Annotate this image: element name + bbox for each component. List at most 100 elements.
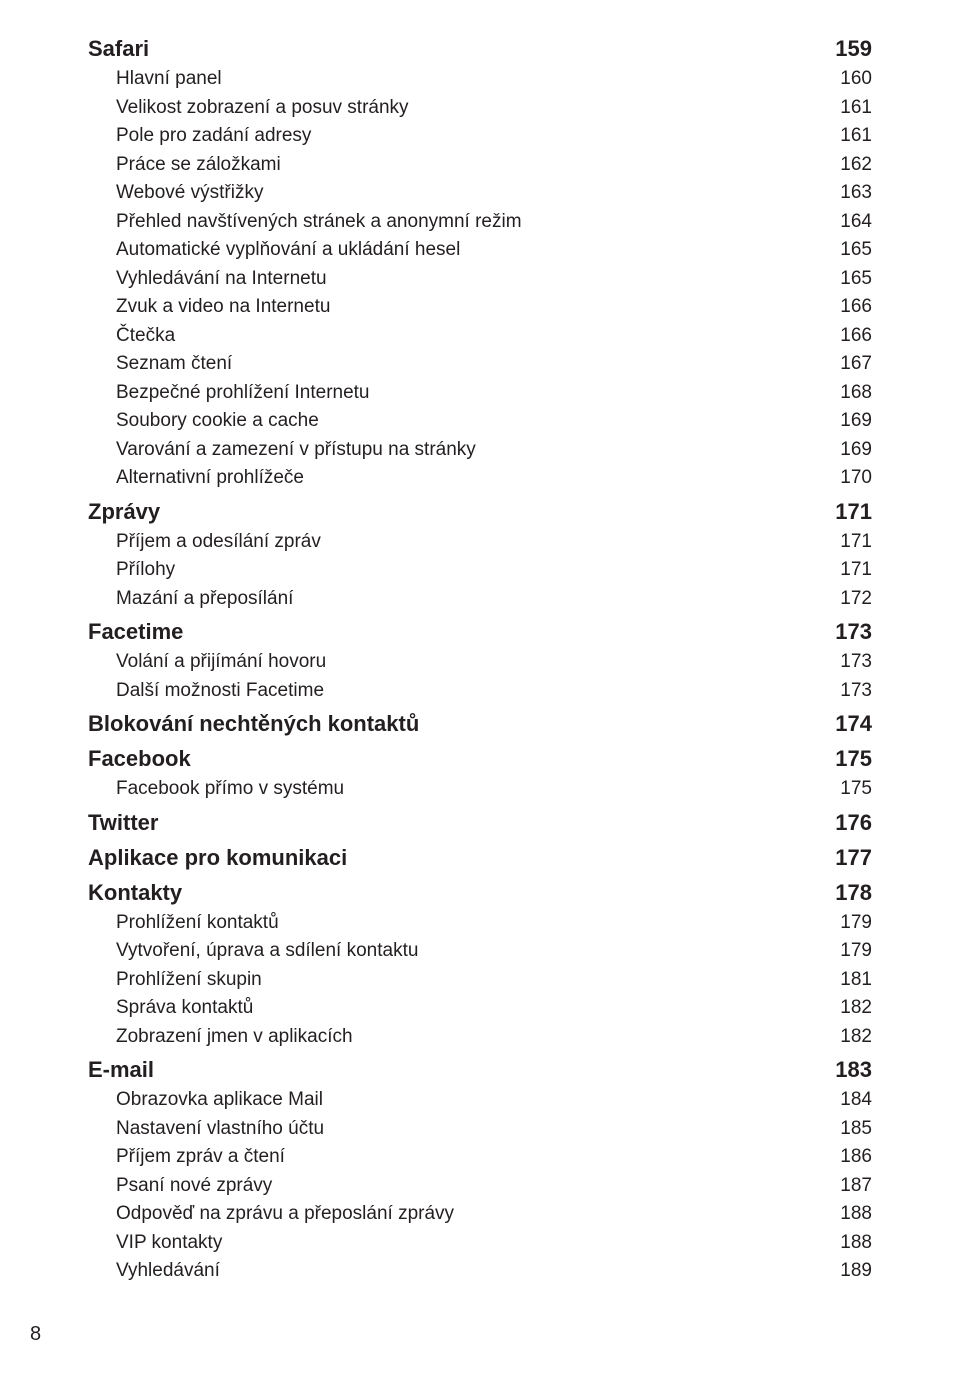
toc-entry-page: 164 [820, 208, 872, 237]
toc-entry: Nastavení vlastního účtu185 [88, 1115, 872, 1144]
toc-entry-label: Nastavení vlastního účtu [116, 1115, 820, 1144]
toc-entry-page: 166 [820, 293, 872, 322]
toc-entry-label: Webové výstřižky [116, 179, 820, 208]
toc-entry-label: Facebook [88, 742, 815, 775]
toc-entry-label: Varování a zamezení v přístupu na stránk… [116, 436, 820, 465]
toc-entry-label: Vyhledávání [116, 1257, 820, 1286]
table-of-contents: Safari159Hlavní panel160Velikost zobraze… [88, 32, 872, 1286]
toc-entry: Správa kontaktů182 [88, 994, 872, 1023]
toc-entry-page: 165 [820, 265, 872, 294]
toc-entry-label: Přílohy [116, 556, 820, 585]
toc-entry: Facebook175 [88, 742, 872, 775]
toc-entry-page: 188 [820, 1229, 872, 1258]
toc-entry-label: Práce se záložkami [116, 151, 820, 180]
toc-entry-page: 179 [820, 909, 872, 938]
toc-entry-label: Psaní nové zprávy [116, 1172, 820, 1201]
toc-entry-page: 184 [820, 1086, 872, 1115]
toc-entry-page: 166 [820, 322, 872, 351]
toc-entry-page: 168 [820, 379, 872, 408]
toc-entry: E-mail183 [88, 1053, 872, 1086]
toc-entry-page: 171 [820, 528, 872, 557]
toc-entry-page: 169 [820, 436, 872, 465]
toc-entry-page: 178 [815, 876, 872, 909]
toc-entry: Facetime173 [88, 615, 872, 648]
toc-entry-page: 179 [820, 937, 872, 966]
toc-entry-label: E-mail [88, 1053, 815, 1086]
toc-entry-label: Další možnosti Facetime [116, 677, 820, 706]
toc-entry: Velikost zobrazení a posuv stránky161 [88, 94, 872, 123]
toc-entry-label: Obrazovka aplikace Mail [116, 1086, 820, 1115]
toc-entry-page: 173 [820, 648, 872, 677]
toc-entry-page: 162 [820, 151, 872, 180]
toc-entry: Odpověď na zprávu a přeposlání zprávy188 [88, 1200, 872, 1229]
toc-entry-page: 163 [820, 179, 872, 208]
toc-entry-label: Bezpečné prohlížení Internetu [116, 379, 820, 408]
toc-entry-page: 181 [820, 966, 872, 995]
toc-entry: Prohlížení skupin181 [88, 966, 872, 995]
toc-entry: Aplikace pro komunikaci177 [88, 841, 872, 874]
toc-entry: Varování a zamezení v přístupu na stránk… [88, 436, 872, 465]
toc-entry: Mazání a přeposílání172 [88, 585, 872, 614]
toc-entry: Příjem a odesílání zpráv171 [88, 528, 872, 557]
toc-entry: Alternativní prohlížeče170 [88, 464, 872, 493]
toc-entry-label: Prohlížení skupin [116, 966, 820, 995]
toc-entry-page: 167 [820, 350, 872, 379]
toc-entry: Přehled navštívených stránek a anonymní … [88, 208, 872, 237]
toc-entry: Kontakty178 [88, 876, 872, 909]
toc-entry-label: Alternativní prohlížeče [116, 464, 820, 493]
toc-entry-label: Facetime [88, 615, 815, 648]
toc-entry-label: Správa kontaktů [116, 994, 820, 1023]
toc-entry-page: 175 [820, 775, 872, 804]
toc-entry-page: 172 [820, 585, 872, 614]
toc-entry-label: Zprávy [88, 495, 815, 528]
toc-entry-label: Prohlížení kontaktů [116, 909, 820, 938]
toc-entry-label: Přehled navštívených stránek a anonymní … [116, 208, 820, 237]
toc-entry-label: Twitter [88, 806, 815, 839]
toc-entry-label: Pole pro zadání adresy [116, 122, 820, 151]
toc-entry-page: 169 [820, 407, 872, 436]
toc-entry-page: 170 [820, 464, 872, 493]
toc-entry: VIP kontakty188 [88, 1229, 872, 1258]
toc-entry: Soubory cookie a cache169 [88, 407, 872, 436]
toc-entry: Safari159 [88, 32, 872, 65]
toc-entry: Vyhledávání na Internetu165 [88, 265, 872, 294]
toc-entry: Přílohy171 [88, 556, 872, 585]
toc-entry-page: 165 [820, 236, 872, 265]
toc-entry-label: Facebook přímo v systému [116, 775, 820, 804]
toc-entry: Zprávy171 [88, 495, 872, 528]
toc-entry-page: 173 [815, 615, 872, 648]
toc-entry: Hlavní panel160 [88, 65, 872, 94]
toc-entry-page: 182 [820, 1023, 872, 1052]
toc-entry-label: Příjem a odesílání zpráv [116, 528, 820, 557]
toc-entry-label: Zvuk a video na Internetu [116, 293, 820, 322]
toc-entry: Zobrazení jmen v aplikacích182 [88, 1023, 872, 1052]
toc-entry: Pole pro zadání adresy161 [88, 122, 872, 151]
toc-entry-page: 161 [820, 94, 872, 123]
toc-entry-label: Seznam čtení [116, 350, 820, 379]
toc-entry-label: Hlavní panel [116, 65, 820, 94]
toc-entry-label: Příjem zpráv a čtení [116, 1143, 820, 1172]
toc-entry-label: Čtečka [116, 322, 820, 351]
toc-entry: Prohlížení kontaktů179 [88, 909, 872, 938]
toc-entry-label: VIP kontakty [116, 1229, 820, 1258]
toc-entry-page: 175 [815, 742, 872, 775]
toc-entry: Vyhledávání189 [88, 1257, 872, 1286]
toc-entry-label: Soubory cookie a cache [116, 407, 820, 436]
toc-entry-page: 177 [815, 841, 872, 874]
toc-entry-label: Kontakty [88, 876, 815, 909]
toc-entry-page: 183 [815, 1053, 872, 1086]
toc-entry: Twitter176 [88, 806, 872, 839]
toc-entry: Čtečka166 [88, 322, 872, 351]
toc-entry: Webové výstřižky163 [88, 179, 872, 208]
toc-entry: Facebook přímo v systému175 [88, 775, 872, 804]
toc-entry: Bezpečné prohlížení Internetu168 [88, 379, 872, 408]
toc-entry-page: 174 [815, 707, 872, 740]
toc-entry-label: Mazání a přeposílání [116, 585, 820, 614]
toc-entry-label: Blokování nechtěných kontaktů [88, 707, 815, 740]
toc-entry: Psaní nové zprávy187 [88, 1172, 872, 1201]
toc-entry-page: 173 [820, 677, 872, 706]
toc-entry-label: Safari [88, 32, 815, 65]
toc-entry: Automatické vyplňování a ukládání hesel1… [88, 236, 872, 265]
toc-entry-label: Odpověď na zprávu a přeposlání zprávy [116, 1200, 820, 1229]
toc-entry-page: 189 [820, 1257, 872, 1286]
